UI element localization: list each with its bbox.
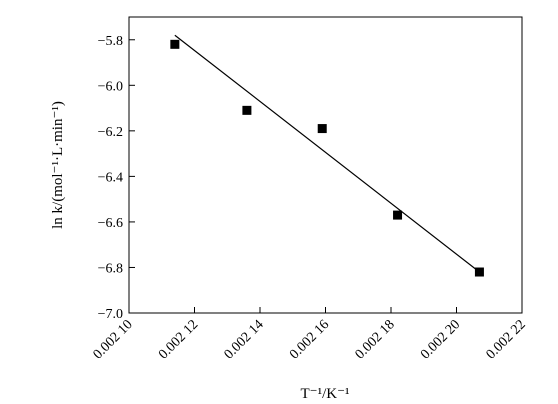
- x-axis-title: T⁻¹/K⁻¹: [301, 386, 350, 402]
- data-point: [170, 39, 180, 49]
- fit-line: [174, 34, 480, 273]
- data-points: [170, 39, 484, 277]
- x-tick-label: 0.002 20: [418, 317, 463, 362]
- x-tick-label: 0.002 22: [484, 317, 529, 362]
- y-tick-label: −6.8: [98, 261, 123, 276]
- y-tick-label: −6.6: [98, 216, 123, 231]
- fit-line-group: [174, 34, 480, 273]
- y-tick-label: −7.0: [98, 307, 123, 322]
- y-axis-ticks: −5.8 −6.0 −6.2 −6.4 −6.6 −6.8 −7.0: [98, 34, 135, 322]
- y-tick-label: −6.2: [98, 125, 123, 140]
- y-tick-label: −5.8: [98, 34, 123, 49]
- x-tick-label: 0.002 18: [353, 317, 398, 362]
- x-tick-label: 0.002 16: [287, 317, 332, 362]
- data-point: [317, 124, 327, 134]
- plot-area-border: [128, 16, 523, 314]
- y-tick-label: −6.4: [98, 170, 123, 185]
- plot-frame: [128, 16, 523, 314]
- x-axis-ticks: 0.002 10 0.002 12 0.002 14 0.002 16 0.002 18…: [91, 307, 529, 362]
- data-point: [393, 210, 403, 220]
- x-tick-label: 0.002 12: [156, 317, 201, 362]
- data-point: [242, 105, 252, 115]
- y-tick-label: −6.0: [98, 79, 123, 94]
- data-point: [474, 267, 484, 277]
- x-tick-label: 0.002 14: [222, 317, 267, 362]
- y-axis-title: ln k/(mol⁻¹·L·min⁻¹): [50, 101, 66, 229]
- x-tick-label: 0.002 10: [91, 317, 136, 362]
